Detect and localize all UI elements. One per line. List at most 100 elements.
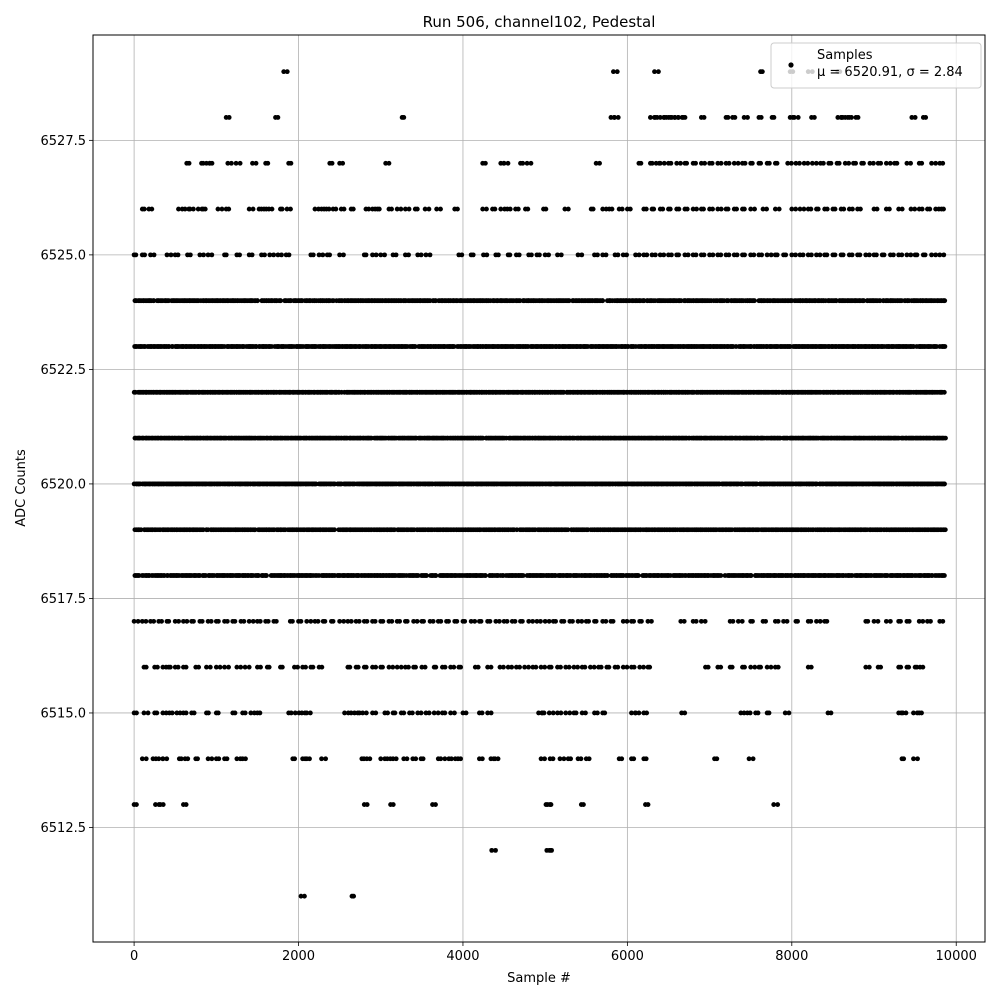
data-point xyxy=(455,207,460,212)
data-point xyxy=(745,115,750,120)
data-point xyxy=(710,252,715,257)
data-point xyxy=(919,161,924,166)
data-point xyxy=(878,161,883,166)
data-point xyxy=(644,207,649,212)
data-point xyxy=(280,207,285,212)
data-point xyxy=(875,207,880,212)
data-point xyxy=(340,161,345,166)
data-point xyxy=(669,252,674,257)
data-point xyxy=(683,115,688,120)
data-point xyxy=(825,207,830,212)
data-point xyxy=(187,161,192,166)
data-point xyxy=(149,207,154,212)
data-point xyxy=(520,161,525,166)
data-point xyxy=(684,161,689,166)
data-point xyxy=(484,207,489,212)
data-point xyxy=(802,207,807,212)
data-point xyxy=(676,252,681,257)
data-point xyxy=(255,298,260,303)
data-point xyxy=(220,207,225,212)
data-point xyxy=(203,207,208,212)
data-point xyxy=(895,161,900,166)
data-point xyxy=(668,207,673,212)
data-point xyxy=(861,161,866,166)
data-point xyxy=(483,573,488,578)
data-point xyxy=(858,207,863,212)
data-point xyxy=(915,252,920,257)
data-point xyxy=(142,252,147,257)
data-point xyxy=(351,207,356,212)
data-point xyxy=(849,115,854,120)
data-point xyxy=(226,207,231,212)
data-point xyxy=(923,252,928,257)
data-point xyxy=(908,161,913,166)
data-point xyxy=(735,252,740,257)
data-point xyxy=(923,115,928,120)
data-point xyxy=(821,161,826,166)
data-point xyxy=(809,207,814,212)
data-point xyxy=(506,161,511,166)
data-point xyxy=(537,252,542,257)
data-point xyxy=(943,436,948,441)
data-point xyxy=(929,252,934,257)
data-point xyxy=(940,161,945,166)
data-point xyxy=(900,207,905,212)
data-point xyxy=(597,161,602,166)
data-point xyxy=(546,252,551,257)
data-point xyxy=(270,207,275,212)
data-point xyxy=(250,252,255,257)
data-point xyxy=(853,161,858,166)
data-point xyxy=(760,69,765,74)
data-point xyxy=(644,252,649,257)
data-point xyxy=(669,161,674,166)
data-point xyxy=(471,252,476,257)
data-point xyxy=(419,252,424,257)
data-point xyxy=(943,527,948,532)
data-point xyxy=(841,207,846,212)
data-point xyxy=(837,161,842,166)
data-point xyxy=(882,252,887,257)
data-point xyxy=(287,252,292,257)
data-point xyxy=(736,161,741,166)
data-point xyxy=(908,252,913,257)
data-point xyxy=(850,207,855,212)
data-point xyxy=(702,115,707,120)
data-point xyxy=(377,207,382,212)
data-point xyxy=(169,252,174,257)
data-point xyxy=(415,207,420,212)
data-point xyxy=(694,207,699,212)
data-point xyxy=(142,207,147,212)
data-point xyxy=(789,161,794,166)
data-point xyxy=(677,207,682,212)
data-point xyxy=(719,573,724,578)
data-point xyxy=(942,390,947,395)
data-point xyxy=(406,252,411,257)
data-point xyxy=(656,69,661,74)
data-point xyxy=(816,207,821,212)
data-point xyxy=(719,161,724,166)
data-point xyxy=(285,69,290,74)
data-point xyxy=(726,115,731,120)
data-point xyxy=(660,207,665,212)
data-point xyxy=(701,207,706,212)
data-point xyxy=(941,252,946,257)
data-point xyxy=(850,252,855,257)
data-point xyxy=(734,207,739,212)
data-point xyxy=(387,161,392,166)
data-point xyxy=(639,161,644,166)
data-point xyxy=(484,252,489,257)
data-point xyxy=(624,252,629,257)
data-point xyxy=(229,161,234,166)
data-point xyxy=(783,252,788,257)
data-point xyxy=(758,161,763,166)
data-point xyxy=(600,298,605,303)
data-point xyxy=(887,207,892,212)
data-point xyxy=(750,161,755,166)
data-point xyxy=(342,207,347,212)
data-point xyxy=(764,207,769,212)
data-point xyxy=(364,252,369,257)
data-point xyxy=(566,207,571,212)
data-point xyxy=(311,252,316,257)
data-point xyxy=(188,252,193,257)
data-point xyxy=(857,252,862,257)
